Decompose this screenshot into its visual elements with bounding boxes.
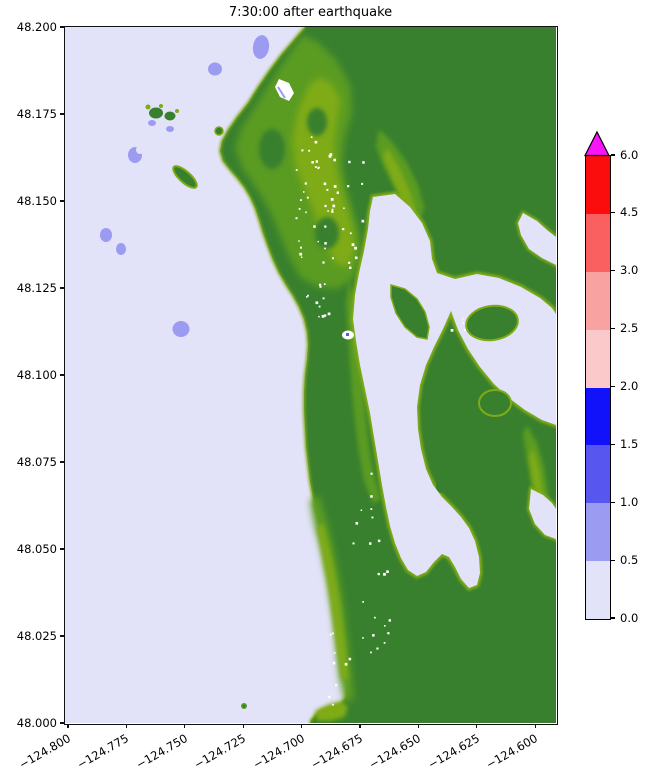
y-tick-mark [60,722,64,724]
inundation-speckles [295,136,466,706]
colorbar-tick-mark [611,154,615,156]
colorbar-tick-mark [611,617,615,619]
colorbar-tick-label: 2.5 [620,321,639,336]
y-tick-label: 48.175 [16,106,57,121]
colorbar-tick-label: 4.5 [620,205,639,220]
x-tick-mark [184,724,186,728]
colorbar-tick-mark [611,559,615,561]
y-tick-mark [60,113,64,115]
colorbar-tick-label: 6.0 [620,147,639,162]
x-tick-mark [125,724,127,728]
colorbar-tick-mark [611,385,615,388]
y-tick-label: 48.000 [16,715,57,730]
y-tick-label: 48.100 [16,367,57,382]
y-tick-mark [60,548,64,550]
x-tick-mark [301,724,303,728]
y-tick-label: 48.075 [16,454,57,469]
y-tick-label: 48.050 [16,541,57,556]
river-mouth [275,79,294,101]
colorbar-tick-mark [611,212,615,214]
colorbar-segment [586,444,610,504]
colorbar [585,155,611,620]
x-tick-mark [534,724,536,728]
colorbar-tick-mark [611,443,615,445]
colorbar-segment [586,328,610,388]
colorbar-tick-mark [611,270,615,272]
colorbar-segment [586,386,610,446]
y-tick-mark [60,26,64,28]
bottom-right-lowland [529,489,556,539]
ocean-notch [136,146,144,154]
x-tick-mark [67,724,69,728]
y-tick-label: 48.200 [16,19,57,34]
colorbar-tick-mark [611,328,615,330]
colorbar-tick-mark [611,501,615,503]
colorbar-segment [586,155,610,214]
colorbar-tick-label: 0.5 [620,552,639,567]
offshore-islands [145,104,247,709]
x-tick-mark [476,724,478,728]
right-edge-inlet [518,213,556,265]
colorbar-tick-label: 2.0 [620,379,639,393]
plot-title: 7:30:00 after earthquake [228,5,393,20]
x-tick-label: −124.600 [483,731,541,772]
x-tick-mark [359,724,361,728]
y-tick-label: 48.025 [16,628,57,643]
map-svg [65,27,556,723]
colorbar-segment [586,212,610,272]
small-lakelet [342,330,354,340]
y-tick-label: 48.150 [16,193,57,208]
y-tick-label: 48.125 [16,280,57,295]
colorbar-segment [586,560,610,619]
colorbar-segment [586,502,610,562]
x-tick-mark [417,724,419,728]
map-plot-area [65,27,556,723]
y-tick-mark [60,374,64,376]
y-tick-mark [60,200,64,202]
colorbar-segment [586,270,610,330]
colorbar-tick-label: 1.5 [620,436,639,451]
y-tick-mark [60,287,64,289]
colorbar-tick-label: 0.0 [620,610,639,625]
lake-islands [390,284,519,493]
colorbar-extend-triangle [584,130,610,157]
y-tick-mark [60,635,64,637]
colorbar-tick-label: 3.0 [620,263,639,278]
x-tick-mark [242,724,244,728]
colorbar-tick-label: 1.0 [620,494,639,509]
y-tick-mark [60,461,64,463]
